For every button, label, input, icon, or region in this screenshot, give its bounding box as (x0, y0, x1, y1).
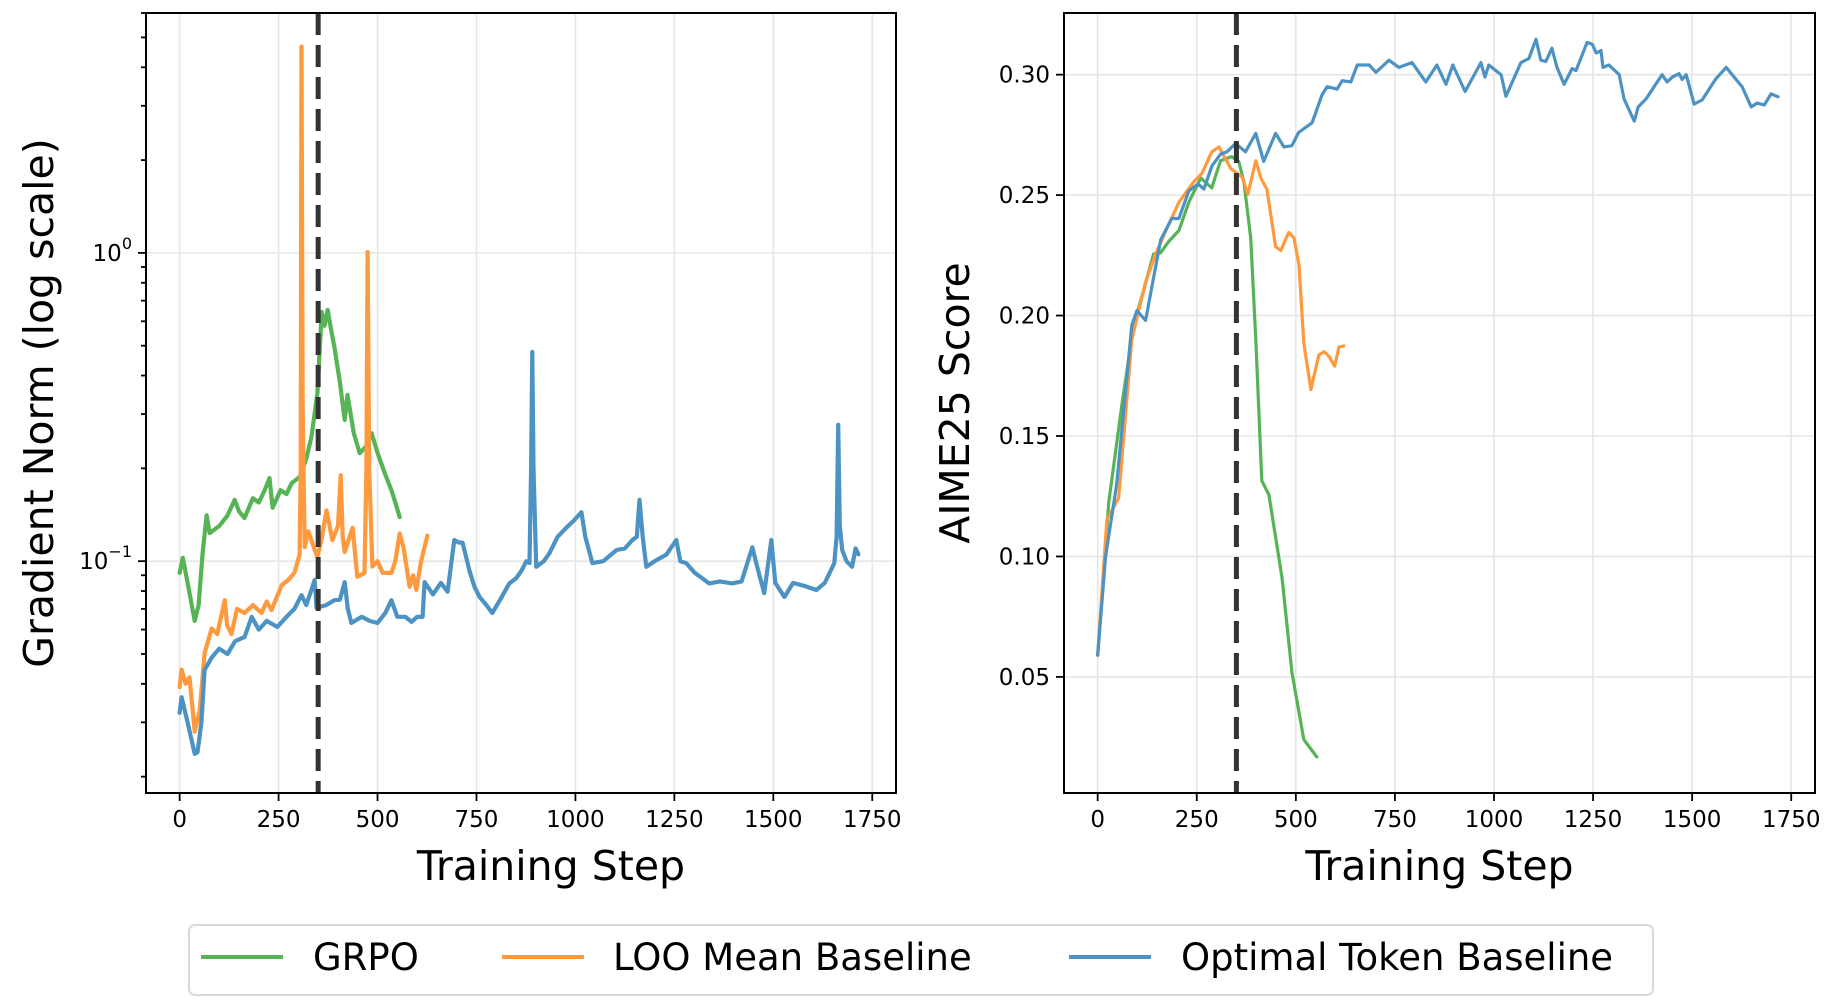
y-tick-label: 0.20 (999, 304, 1050, 330)
x-tick-label: 0 (172, 807, 187, 833)
legend-entry-loo-mean-baseline: LOO Mean Baseline (502, 936, 972, 979)
axis-ticks: 0 250 500 750 1000 1250 1500 1750 0.05 0.10 0.15 0.… (999, 63, 1821, 833)
plot-frame (145, 12, 897, 794)
plot-frame (1063, 12, 1816, 794)
x-tick-label: 1250 (645, 807, 704, 833)
y-tick-label: 10−1 (79, 542, 132, 575)
y-tick-label: 0.15 (999, 424, 1050, 450)
x-tick-label: 1250 (1564, 807, 1623, 833)
legend-entry-grpo: GRPO (201, 936, 419, 979)
y-tick-label: 0.25 (999, 183, 1050, 209)
x-tick-label: 750 (1373, 807, 1417, 833)
x-tick-label: 1500 (744, 807, 803, 833)
grid-lines (146, 13, 896, 793)
x-tick-label: 250 (1175, 807, 1219, 833)
x-tick-label: 250 (257, 807, 301, 833)
x-tick-label: 1000 (546, 807, 605, 833)
legend-label-optimal-token-baseline: Optimal Token Baseline (1181, 936, 1613, 979)
series-line-loo-mean-baseline (1096, 145, 1346, 657)
x-tick-label: 0 (1090, 807, 1105, 833)
x-tick-label: 750 (455, 807, 499, 833)
series-lines (1096, 37, 1780, 759)
x-tick-label: 1500 (1663, 807, 1722, 833)
x-tick-label: 500 (356, 807, 400, 833)
y-axis-title: Gradient Norm (log scale) (15, 138, 63, 668)
y-tick-label: 0.05 (999, 665, 1050, 691)
legend-label-grpo: GRPO (313, 936, 419, 979)
x-tick-label: 500 (1274, 807, 1318, 833)
legend-box (188, 924, 1654, 996)
x-tick-label: 1750 (1762, 807, 1821, 833)
grid-lines (1064, 13, 1815, 793)
series-lines (177, 44, 861, 756)
series-line-optimal-token-baseline (177, 349, 861, 756)
x-tick-label: 1000 (1465, 807, 1524, 833)
aime25-score-chart: 0 250 500 750 1000 1250 1500 1750 0.05 0.10 0.15 0.… (931, 12, 1821, 890)
legend: GRPO LOO Mean Baseline Optimal Token Bas… (188, 924, 1654, 996)
y-tick-label: 100 (93, 234, 132, 267)
axis-ticks: 0 250 500 750 1000 1250 1500 1750 100 10−1 (79, 12, 902, 833)
legend-entry-optimal-token-baseline: Optimal Token Baseline (1069, 936, 1613, 979)
y-tick-label: 0.10 (999, 544, 1050, 570)
x-tick-label: 1750 (843, 807, 902, 833)
series-line-grpo (177, 307, 402, 623)
y-tick-label: 0.30 (999, 63, 1050, 89)
gradient-norm-chart: 0 250 500 750 1000 1250 1500 1750 100 10−1 Traini… (15, 12, 902, 890)
legend-label-loo-mean-baseline: LOO Mean Baseline (613, 936, 972, 979)
series-line-loo-mean-baseline (177, 44, 430, 734)
x-axis-title: Training Step (416, 842, 685, 890)
series-line-optimal-token-baseline (1096, 37, 1780, 657)
x-axis-title: Training Step (1304, 842, 1573, 890)
y-axis-title: AIME25 Score (931, 262, 979, 543)
